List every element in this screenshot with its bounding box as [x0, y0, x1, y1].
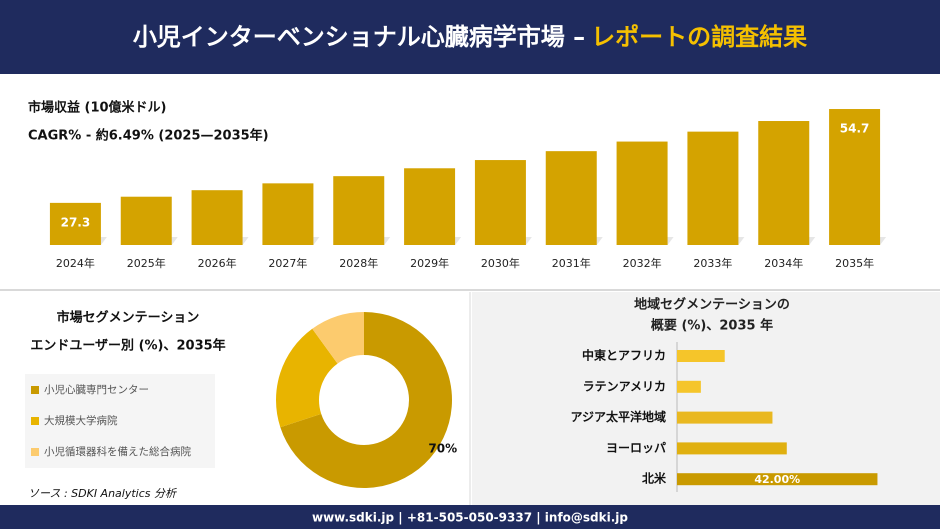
- x-tick-label: 2031年: [552, 256, 591, 270]
- bar: [616, 141, 668, 245]
- x-tick-label: 2033年: [693, 256, 732, 270]
- header-title: 小児インターベンショナル心臓病学市場 – レポートの調査結果: [133, 23, 807, 51]
- y-tick-label: アジア太平洋地域: [570, 409, 666, 424]
- x-tick-label: 2032年: [623, 256, 662, 270]
- legend-label: 小児循環器科を備えた総合病院: [44, 445, 191, 458]
- bar: [49, 202, 101, 245]
- legend-box: [25, 374, 215, 468]
- legend-swatch: [31, 448, 39, 456]
- legend-swatch: [31, 417, 39, 425]
- bar: [677, 350, 725, 362]
- bar: [677, 473, 878, 486]
- x-tick-label: 2035年: [835, 256, 874, 270]
- legend-label: 小児心臓専門センター: [44, 384, 149, 396]
- x-tick-label: 2030年: [481, 256, 520, 270]
- bar: [404, 168, 456, 245]
- value-label: 42.00%: [754, 473, 800, 486]
- y-tick-label: 中東とアフリカ: [582, 348, 666, 363]
- chart-subtitle: エンドユーザー別 (%)、2035年: [30, 338, 225, 354]
- bar: [687, 131, 739, 245]
- legend-label: 大規模大学病院: [44, 414, 118, 427]
- bar: [677, 380, 701, 393]
- y-tick-label: ヨーロッパ: [606, 441, 666, 455]
- y-tick-label: 北米: [642, 471, 667, 486]
- x-tick-label: 2024年: [56, 256, 95, 270]
- donut-slice: [312, 312, 364, 364]
- chart-subtitle: 概要 (%)、2035 年: [651, 318, 773, 334]
- bar: [677, 411, 773, 424]
- x-tick-label: 2026年: [198, 256, 237, 270]
- title-main: 小児インターベンショナル心臓病学市場 –: [133, 23, 585, 51]
- x-tick-label: 2025年: [127, 256, 166, 270]
- chart-subtitle: CAGR% - 約6.49% (2025—2035年): [28, 128, 269, 144]
- bar: [262, 183, 314, 245]
- title-highlight: レポートの調査結果: [591, 23, 807, 51]
- donut-slice: [280, 312, 453, 488]
- footer-text: www.sdki.jp | +81-505-050-9337 | info@sd…: [312, 511, 628, 525]
- donut-slice: [276, 328, 338, 428]
- legend-swatch: [31, 386, 39, 394]
- value-label: 70%: [428, 442, 457, 456]
- right-panel: [472, 292, 940, 505]
- chart-title: 市場セグメンテーション: [57, 310, 200, 326]
- bar: [333, 176, 385, 245]
- bar: [191, 190, 243, 245]
- footer-bar: [0, 505, 940, 529]
- chart-title: 市場収益 (10億米ドル): [28, 100, 167, 116]
- value-label: 54.7: [840, 122, 870, 136]
- bar: [545, 151, 597, 245]
- value-label: 27.3: [61, 215, 91, 229]
- bar: [120, 196, 172, 245]
- x-tick-label: 2034年: [764, 256, 803, 270]
- x-tick-label: 2029年: [410, 256, 449, 270]
- x-tick-label: 2027年: [268, 256, 307, 270]
- source-note: ソース : SDKI Analytics 分析: [28, 487, 178, 500]
- bar: [758, 121, 810, 245]
- y-tick-label: ラテンアメリカ: [583, 379, 666, 393]
- header-bar: [0, 0, 940, 74]
- bar: [829, 109, 881, 245]
- chart-title: 地域セグメンテーションの: [634, 297, 790, 313]
- bar: [677, 442, 787, 455]
- x-tick-label: 2028年: [339, 256, 378, 270]
- bar: [474, 160, 526, 245]
